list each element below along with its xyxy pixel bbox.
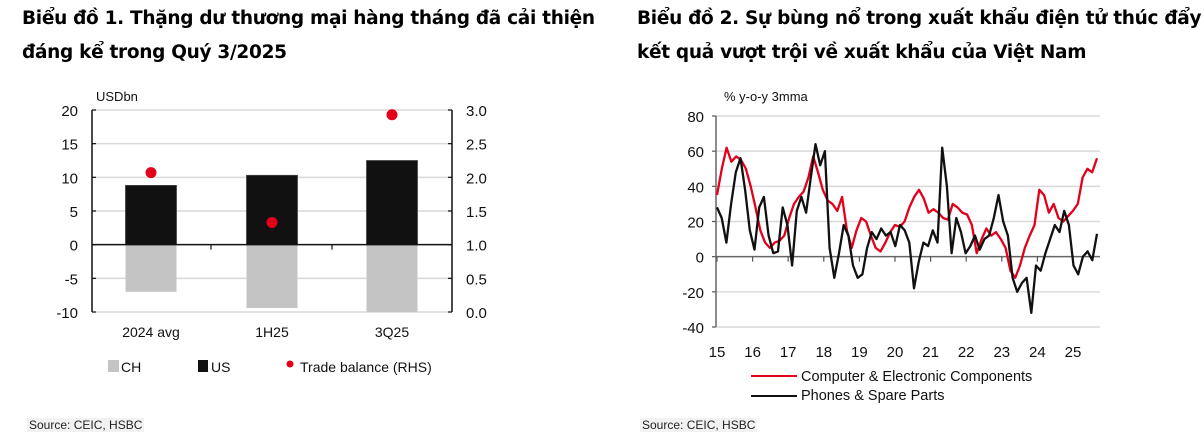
y2-tick-label: 0.5	[466, 271, 487, 288]
trade-balance-dot	[145, 167, 157, 179]
x-tick-label: 23	[993, 344, 1010, 361]
trade-balance-dot	[266, 216, 278, 228]
y-tick-label: 15	[61, 137, 78, 154]
y2-tick-label: 2.5	[466, 137, 487, 154]
y-axis-label: % y-o-y 3mma	[724, 89, 809, 104]
x-tick-label: 1H25	[255, 324, 289, 340]
bar-ch	[246, 244, 298, 308]
y2-tick-label: 1.0	[466, 238, 487, 255]
y-tick-label: 0	[70, 238, 78, 255]
x-tick-label: 2024 avg	[122, 324, 180, 340]
y-tick-label: -5	[65, 271, 78, 288]
x-tick-label: 15	[709, 344, 726, 361]
x-tick-label: 17	[780, 344, 797, 361]
y2-tick-label: 1.5	[466, 204, 487, 221]
bar-us	[366, 160, 418, 246]
line-computer-electronics	[715, 146, 1099, 279]
y-tick-label: 0	[696, 250, 704, 267]
legend-label-us: US	[211, 359, 230, 375]
trade-balance-dot	[386, 109, 398, 121]
y-tick-label: 10	[61, 170, 78, 187]
x-tick-label: 21	[922, 344, 939, 361]
legend-swatch-ch	[108, 360, 119, 372]
x-tick-label: 22	[958, 344, 975, 361]
y2-tick-label: 3.0	[466, 103, 487, 120]
legend-label-computer: Computer & Electronic Components	[801, 369, 1032, 385]
x-tick-label: 25	[1065, 344, 1082, 361]
legend-swatch-trade-balance	[286, 360, 294, 368]
legend-label-trade-balance: Trade balance (RHS)	[300, 359, 432, 375]
bar-us	[246, 174, 298, 246]
x-tick-label: 20	[887, 344, 904, 361]
legend-swatch-us	[198, 360, 208, 372]
bar-ch	[366, 244, 418, 312]
y2-tick-label: 2.0	[466, 170, 487, 187]
y-axis-label: USDbn	[96, 89, 138, 104]
y-tick-label: 20	[687, 215, 704, 232]
chart2-title: Biểu đồ 2. Sự bùng nổ trong xuất khẩu đi…	[637, 8, 1202, 63]
y-tick-label: 60	[687, 144, 704, 161]
y2-tick-label: 0.0	[466, 305, 487, 322]
x-tick-label: 19	[851, 344, 868, 361]
y-tick-label: -40	[682, 320, 704, 337]
y-tick-label: 40	[687, 179, 704, 196]
line-phones-spare-parts	[715, 142, 1099, 315]
x-tick-label: 24	[1029, 344, 1046, 361]
chart1-title: Biểu đồ 1. Thặng dư thương mại hàng thán…	[22, 8, 595, 63]
y-tick-label: -20	[682, 285, 704, 302]
chart1-trade-surplus: USDbn 20 15 10 5 0 -5 -10 3.0 2.5 2.0 1.5 1.0 0.5 0.0 2…	[56, 89, 487, 375]
legend-label-ch: CH	[121, 359, 141, 375]
x-tick-label: 18	[815, 344, 832, 361]
chart1-source: Source: CEIC, HSBC	[27, 418, 145, 432]
x-tick-label: 16	[744, 344, 761, 361]
chart2-source: Source: CEIC, HSBC	[640, 418, 758, 432]
x-tick-label: 3Q25	[375, 324, 409, 340]
y-tick-label: 20	[61, 103, 78, 120]
bar-ch	[125, 244, 177, 292]
y-tick-label: 5	[70, 204, 78, 221]
legend-label-phones: Phones & Spare Parts	[801, 388, 944, 404]
y-tick-label: 80	[687, 109, 704, 126]
y-tick-label: -10	[56, 305, 78, 322]
